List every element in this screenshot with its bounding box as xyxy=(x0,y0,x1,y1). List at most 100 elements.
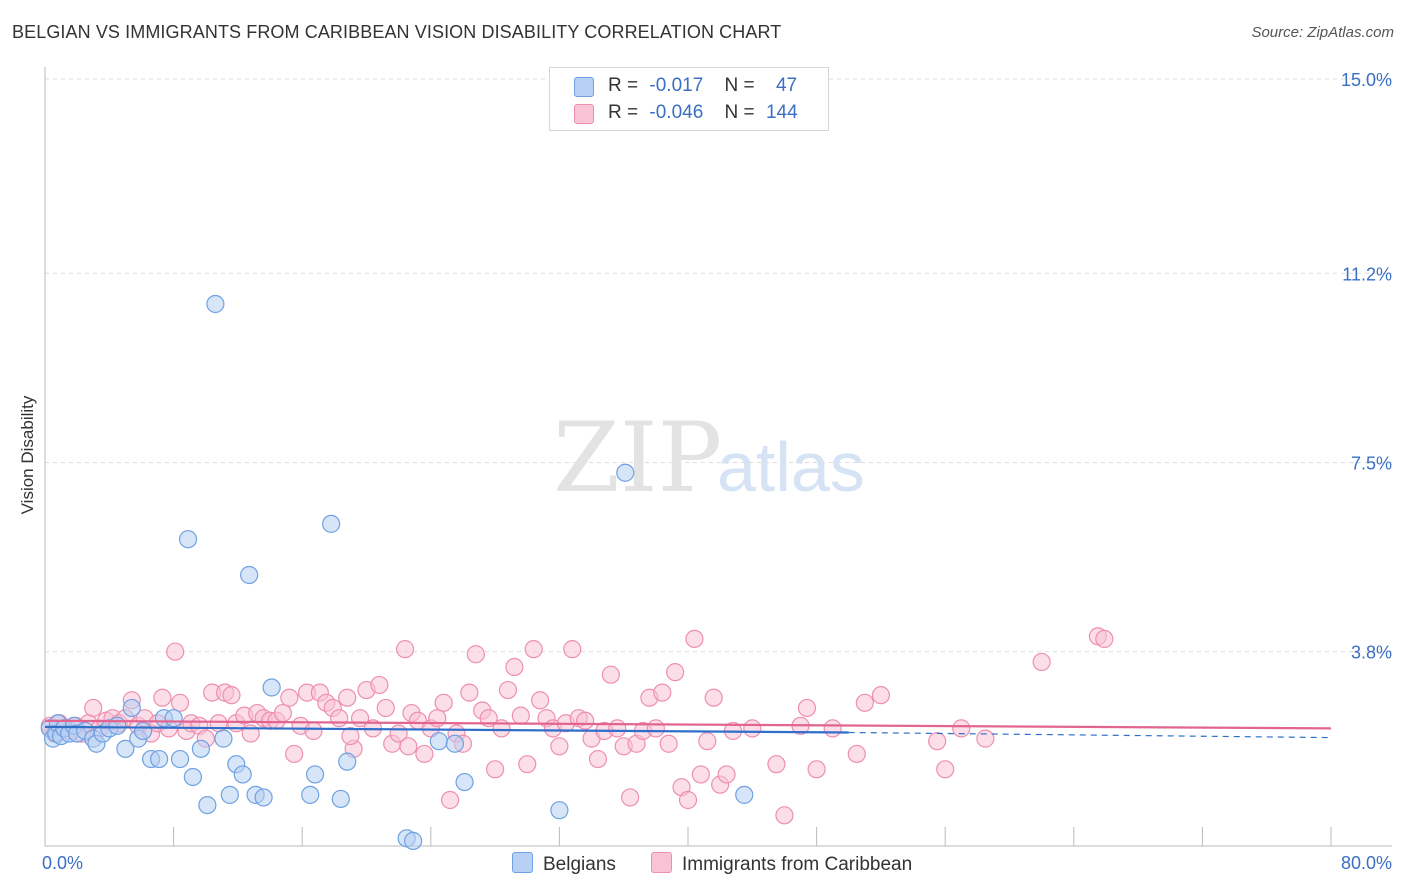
caribbean-point-112 xyxy=(807,760,826,779)
caribbean-point-64 xyxy=(440,790,460,810)
caribbean-point-101 xyxy=(678,790,698,810)
caribbean-point-28 xyxy=(209,714,228,733)
caribbean-point-57 xyxy=(395,640,415,659)
belgians-point-25 xyxy=(183,767,202,787)
caribbean-point-21 xyxy=(166,642,185,661)
legend-swatch-belgians xyxy=(512,852,533,873)
caribbean-point-98 xyxy=(659,734,678,753)
caribbean-point-78 xyxy=(531,691,550,710)
caribbean-swatch xyxy=(574,104,594,124)
belgians-r-value: -0.017 xyxy=(649,75,704,96)
caribbean-n-value: 144 xyxy=(765,102,798,123)
belgians-trend-extension xyxy=(848,731,1332,739)
belgians-point-48 xyxy=(616,463,635,482)
belgians-point-23 xyxy=(170,749,190,769)
caribbean-point-48 xyxy=(338,688,357,707)
x-tick-label-start: 0.0% xyxy=(42,853,83,873)
belgians-point-33 xyxy=(240,565,259,585)
caribbean-point-83 xyxy=(563,640,582,659)
belgians-point-28 xyxy=(206,294,225,314)
belgians-point-14 xyxy=(108,716,127,735)
caribbean-point-103 xyxy=(691,765,710,784)
chart-title: BELGIAN VS IMMIGRANTS FROM CARIBBEAN VIS… xyxy=(12,22,782,42)
caribbean-point-104 xyxy=(698,732,717,751)
belgians-point-39 xyxy=(322,514,341,533)
caribbean-point-107 xyxy=(717,765,736,784)
caribbean-point-63 xyxy=(434,693,453,712)
caribbean-point-8 xyxy=(84,698,103,718)
caribbean-point-76 xyxy=(518,755,537,774)
caribbean-point-47 xyxy=(330,709,349,728)
belgians-point-44 xyxy=(429,732,448,751)
belgians-point-43 xyxy=(404,831,423,850)
legend-item-caribbean[interactable]: Immigrants from Caribbean xyxy=(651,852,912,876)
stats-legend: R = -0.017 N = 47 R = -0.046 N = 144 xyxy=(549,67,829,131)
caribbean-point-117 xyxy=(928,732,947,751)
legend-label-belgians: Belgians xyxy=(543,854,616,875)
caribbean-point-39 xyxy=(280,688,299,707)
belgians-point-26 xyxy=(191,739,211,758)
caribbean-point-87 xyxy=(588,749,608,769)
tick-labels: 3.8% 7.5% 11.2% 15.0% 0.0% 80.0% xyxy=(42,70,1392,873)
belgians-r-label: R = xyxy=(608,75,639,96)
belgians-point-35 xyxy=(254,788,273,807)
caribbean-point-53 xyxy=(370,675,389,695)
caribbean-point-73 xyxy=(498,680,518,700)
caribbean-point-40 xyxy=(285,744,304,764)
legend-item-belgians[interactable]: Belgians xyxy=(512,852,616,876)
caribbean-point-114 xyxy=(847,744,866,764)
y-tick-label-1: 7.5% xyxy=(1351,454,1392,474)
caribbean-point-97 xyxy=(653,683,672,702)
belgians-point-46 xyxy=(455,772,474,792)
caribbean-point-22 xyxy=(170,693,190,712)
caribbean-point-99 xyxy=(666,663,685,682)
belgians-point-37 xyxy=(301,785,320,804)
caribbean-point-68 xyxy=(466,645,485,664)
belgians-point-18 xyxy=(133,721,153,741)
caribbean-point-71 xyxy=(486,760,505,779)
caribbean-point-118 xyxy=(936,760,955,779)
belgians-point-32 xyxy=(233,765,252,784)
caribbean-trend-line xyxy=(44,719,1332,730)
caribbean-point-115 xyxy=(855,693,874,712)
x-tick-label-end: 80.0% xyxy=(1341,853,1392,873)
caribbean-point-43 xyxy=(304,721,323,741)
caribbean-point-119 xyxy=(952,719,971,738)
caribbean-point-121 xyxy=(1032,652,1051,672)
caribbean-point-116 xyxy=(871,686,891,705)
belgians-point-49 xyxy=(735,785,754,804)
caribbean-point-127 xyxy=(341,726,360,746)
caribbean-point-90 xyxy=(608,719,627,738)
belgians-point-20 xyxy=(150,749,169,769)
caribbean-point-74 xyxy=(505,657,524,677)
watermark-zip: ZIP xyxy=(553,402,722,514)
belgians-point-36 xyxy=(262,678,281,697)
belgians-point-38 xyxy=(305,765,325,784)
caribbean-point-108 xyxy=(743,719,762,738)
caribbean-point-105 xyxy=(704,688,723,707)
y-tick-label-3: 15.0% xyxy=(1341,70,1392,90)
caribbean-point-126 xyxy=(399,737,418,756)
caribbean-point-77 xyxy=(524,640,543,659)
caribbean-r-value: -0.046 xyxy=(649,102,704,123)
belgians-point-24 xyxy=(178,530,198,549)
caribbean-point-60 xyxy=(415,744,434,764)
belgians-point-29 xyxy=(214,729,233,748)
trend-lines xyxy=(44,719,1332,739)
legend-label-caribbean: Immigrants from Caribbean xyxy=(682,854,913,875)
belgians-point-27 xyxy=(198,795,217,815)
caribbean-point-124 xyxy=(775,806,794,825)
y-tick-label-2: 11.2% xyxy=(1342,264,1392,284)
axes xyxy=(44,67,1392,847)
belgians-point-15 xyxy=(116,739,135,758)
belgians-n-label: N = xyxy=(724,75,755,96)
caribbean-point-54 xyxy=(376,698,395,718)
caribbean-point-96 xyxy=(646,719,665,738)
caribbean-point-111 xyxy=(797,698,817,718)
belgians-trend-line xyxy=(44,725,849,734)
caribbean-point-19 xyxy=(153,688,172,707)
caribbean-point-89 xyxy=(601,665,620,684)
belgians-point-41 xyxy=(338,752,357,771)
caribbean-point-85 xyxy=(576,711,595,730)
